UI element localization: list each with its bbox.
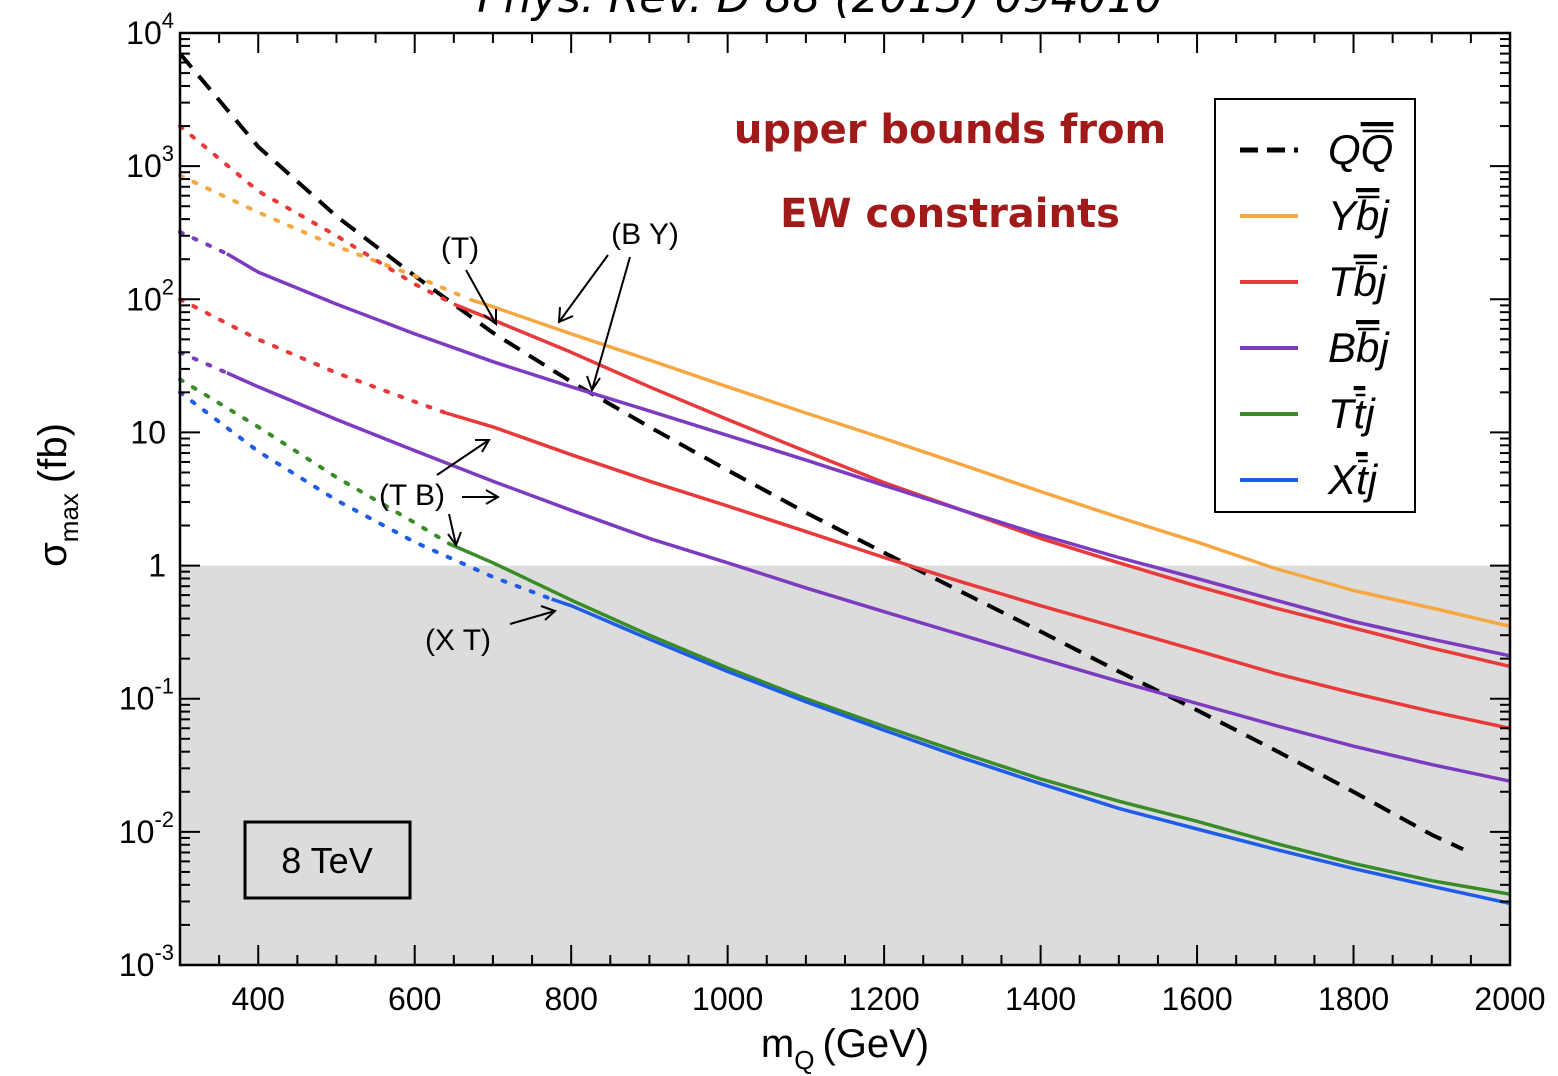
y-tick-label: 103 (126, 141, 174, 184)
legend-label-ybj: Ybj (1328, 192, 1390, 239)
y-tick-exponent: -3 (154, 940, 174, 965)
arrow-TB-1 (436, 439, 490, 476)
y-tick-label: 102 (126, 274, 174, 317)
svg-text:mQ(GeV): mQ (GeV) (761, 1022, 929, 1075)
y-axis-label-main: σ (31, 542, 75, 567)
series-tbj-upper-dotted (178, 124, 456, 307)
series-tbj-lower-dotted (178, 297, 448, 415)
energy-box (243, 820, 412, 900)
arrow-TB-3-head (447, 531, 462, 548)
series-xtj-dotted (178, 390, 554, 602)
y-tick-label: 10-2 (119, 807, 174, 850)
annotation-line2: EW constraints (780, 191, 1120, 237)
y-tick-exponent: -1 (154, 674, 174, 699)
legend-label-ttj: Ttj (1328, 390, 1376, 437)
arrow-XT-head (540, 605, 557, 621)
y-tick-label: 104 (126, 8, 174, 51)
x-axis-label-unit: (GeV) (822, 1022, 929, 1066)
arrow-BY-1-head (557, 306, 574, 324)
svg-text:σmax(fb): σmax (fb) (31, 423, 84, 567)
series-ybj-dotted (178, 173, 472, 302)
series-ttj (449, 542, 1511, 896)
label-TB: (T B) (379, 479, 445, 512)
arrow-T (465, 269, 497, 325)
y-axis-label: σmax (fb) (31, 423, 84, 567)
legend-label-bbj-upper: Bbj (1328, 324, 1390, 371)
y-tick-label: 10 (130, 414, 166, 450)
series-ttj-dotted (178, 377, 452, 547)
arrow-BY-1 (558, 254, 609, 323)
series-ybj (468, 297, 1511, 629)
x-axis-label-sub: Q (794, 1045, 814, 1075)
legend-label-tbj-upper: Tbj (1328, 258, 1388, 305)
label-arrows (436, 254, 631, 625)
label-BY: (B Y) (611, 218, 679, 251)
y-tick-label: 1 (148, 548, 166, 584)
series-bbj-upper (226, 252, 1511, 658)
series-qq (178, 52, 1464, 852)
legend-box (1214, 98, 1416, 513)
legend-label-xtj: Xtj (1327, 456, 1379, 503)
x-tick-label: 1800 (1318, 981, 1389, 1017)
arrow-TB-3 (448, 513, 457, 546)
y-tick-exponent: 3 (162, 141, 174, 166)
y-tick-label: 10-3 (119, 940, 174, 983)
x-tick-label: 1000 (692, 981, 763, 1017)
x-tick-label: 800 (544, 981, 597, 1017)
series-tbj-lower (445, 411, 1511, 731)
arrow-BY-2-head (586, 375, 601, 393)
legend-label-qq: QQ (1328, 126, 1393, 173)
x-tick-label: 600 (388, 981, 441, 1017)
legend: QQ Ybj Tbj Bbj Ttj Xtj (1214, 98, 1416, 513)
y-tick-label: 10-1 (119, 674, 174, 717)
energy-label: 8 TeV (281, 840, 372, 881)
y-tick-exponent: -2 (154, 807, 174, 832)
y-tick-exponent: 4 (162, 8, 174, 33)
arrow-BY-2 (591, 256, 631, 391)
y-axis-label-unit: (fb) (31, 423, 75, 483)
series-xtj (551, 597, 1511, 906)
x-axis-label-main: m (761, 1022, 794, 1066)
x-axis-label: mQ (GeV) (761, 1022, 929, 1075)
arrow-TB-1-head (475, 439, 491, 453)
arrow-TB-2-head (485, 489, 500, 505)
reference-title: Phys. Rev. D 88 (2013) 094010 (477, 0, 1163, 23)
series-bbj-upper-dotted (178, 230, 229, 256)
annotation-line1: upper bounds from (734, 107, 1166, 153)
x-tick-label: 1400 (1005, 981, 1076, 1017)
arrow-T-head (483, 309, 497, 326)
label-T: (T) (441, 232, 479, 265)
arrow-XT (509, 610, 556, 625)
x-tick-label: 2000 (1474, 981, 1545, 1017)
x-tick-label: 1600 (1161, 981, 1232, 1017)
y-axis-label-sub: max (54, 493, 84, 542)
label-XT: (X T) (425, 624, 491, 657)
x-tick-label: 400 (232, 981, 285, 1017)
series-bbj-lower (226, 371, 1511, 783)
shaded-region (180, 565, 1510, 965)
x-tick-label: 1200 (849, 981, 920, 1017)
y-tick-exponent: 2 (162, 274, 174, 299)
